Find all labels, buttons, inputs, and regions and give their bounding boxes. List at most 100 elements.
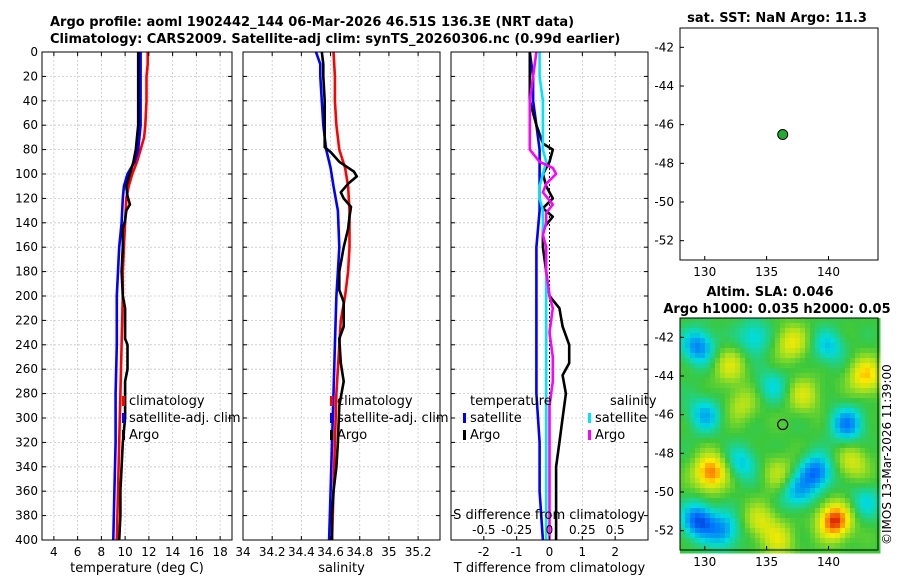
sla-cell (735, 543, 741, 549)
sla-cell (825, 358, 831, 364)
sla-cell (710, 438, 716, 444)
sla-cell (710, 523, 716, 529)
sla-cell (855, 498, 861, 504)
sla-cell (870, 488, 876, 494)
x-tick-label: -2 (478, 545, 490, 559)
sla-cell (855, 418, 861, 424)
sla-cell (750, 418, 756, 424)
sla-cell (760, 413, 766, 419)
sla-cell (695, 398, 701, 404)
sla-cell (805, 538, 811, 544)
sla-cell (690, 538, 696, 544)
sla-cell (765, 548, 771, 554)
sla-cell (860, 468, 866, 474)
sla-cell (740, 393, 746, 399)
sla-cell (815, 528, 821, 534)
sla-cell (820, 528, 826, 534)
sla-cell (815, 473, 821, 479)
sla-cell (745, 353, 751, 359)
sla-cell (720, 483, 726, 489)
sla-cell (705, 383, 711, 389)
sla-cell (780, 328, 786, 334)
sla-cell (830, 493, 836, 499)
sla-map-frame (679, 317, 879, 551)
sla-cell (795, 533, 801, 539)
sla-cell (730, 433, 736, 439)
sla-cell (715, 423, 721, 429)
sla-cell (760, 478, 766, 484)
sla-cell (710, 408, 716, 414)
x-tick-label: 18 (212, 545, 227, 559)
sla-cell (860, 473, 866, 479)
sla-cell (720, 538, 726, 544)
sla-cell (680, 518, 686, 524)
sla-cell (720, 463, 726, 469)
sla-cell (830, 548, 836, 554)
sla-cell (855, 398, 861, 404)
sla-cell (700, 503, 706, 509)
sla-cell (715, 518, 721, 524)
sla-cell (730, 543, 736, 549)
sla-cell (745, 413, 751, 419)
sla-cell (870, 393, 876, 399)
sla-cell (720, 328, 726, 334)
sla-cell (725, 458, 731, 464)
sla-cell (760, 408, 766, 414)
sla-cell (705, 548, 711, 554)
sla-cell (730, 418, 736, 424)
sla-cell (690, 333, 696, 339)
sla-cell (780, 398, 786, 404)
sla-cell (860, 403, 866, 409)
sla-cell (735, 353, 741, 359)
sla-cell (805, 438, 811, 444)
sla-cell (850, 328, 856, 334)
sla-cell (765, 543, 771, 549)
sla-cell (830, 343, 836, 349)
sla-cell (790, 523, 796, 529)
sla-cell (795, 493, 801, 499)
sla-cell (830, 468, 836, 474)
sla-cell (705, 348, 711, 354)
sla-cell (735, 533, 741, 539)
sla-cell (695, 473, 701, 479)
sla-cell (715, 488, 721, 494)
sla-cell (835, 428, 841, 434)
sla-cell (760, 513, 766, 519)
sla-cell (810, 328, 816, 334)
sla-cell (800, 483, 806, 489)
sla-cell (685, 428, 691, 434)
sla-cell (690, 443, 696, 449)
sla-cell (840, 433, 846, 439)
sla-cell (730, 323, 736, 329)
sla-cell (855, 523, 861, 529)
sla-cell (765, 403, 771, 409)
sla-cell (770, 403, 776, 409)
sla-cell (755, 513, 761, 519)
sla-cell (795, 363, 801, 369)
map-y-tick-label: -48 (654, 446, 674, 460)
sla-cell (785, 488, 791, 494)
sla-cell (785, 498, 791, 504)
sla-cell (690, 318, 696, 324)
sla-cell (805, 508, 811, 514)
sla-cell (705, 533, 711, 539)
sla-cell (835, 343, 841, 349)
sla-cell (685, 548, 691, 554)
sla-cell (850, 403, 856, 409)
sla-cell (700, 478, 706, 484)
sla-cell (800, 503, 806, 509)
sla-cell (725, 358, 731, 364)
sla-cell (740, 368, 746, 374)
sla-cell (790, 398, 796, 404)
sla-cell (690, 403, 696, 409)
sla-cell (690, 483, 696, 489)
sla-cell (790, 518, 796, 524)
sla-cell (865, 543, 871, 549)
sla-cell (685, 448, 691, 454)
map-y-tick-label: -52 (654, 524, 674, 538)
sla-cell (710, 458, 716, 464)
map-y-tick-label: -50 (654, 485, 674, 499)
sla-cell (845, 518, 851, 524)
legend-swatch (330, 413, 333, 423)
sla-cell (790, 378, 796, 384)
